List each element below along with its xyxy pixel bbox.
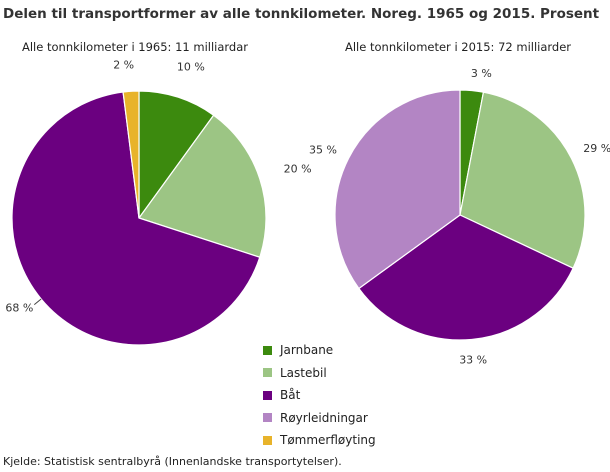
pie-1965-label-lastebil: 20 % <box>284 163 312 176</box>
pie-2015-label-røyrleidningar: 35 % <box>309 143 337 156</box>
legend-swatch <box>263 345 272 355</box>
legend: Jarnbane Lastebil Båt Røyrleidningar Tømmerf… <box>263 339 376 452</box>
pie-2015-label-båt: 33 % <box>459 353 487 366</box>
legend-label: Røyrleidningar <box>280 410 368 425</box>
pie-1965-label-båt: 68 % <box>5 302 33 315</box>
pie-1965-slice-jarnbane <box>138 90 215 220</box>
legend-item-lastebil: Lastebil <box>263 362 376 385</box>
legend-item-tømmerfløyting: Tømmerfløyting <box>263 429 376 452</box>
pie-1965-leader-line <box>33 298 42 306</box>
legend-label: Jarnbane <box>280 343 334 358</box>
legend-item-jarnbane: Jarnbane <box>263 339 376 362</box>
pie-1965-subtitle: Alle tonnkilometer i 1965: 11 milliardar <box>22 40 249 54</box>
legend-label: Tømmerfløyting <box>280 433 376 448</box>
pie-1965-slice-lastebil <box>138 114 267 259</box>
legend-label: Båt <box>280 388 301 403</box>
legend-swatch <box>263 390 272 400</box>
pie-1965-slice-tømmerfløyting <box>122 90 140 219</box>
pie-2015-label-lastebil: 29 % <box>583 142 610 155</box>
legend-item-båt: Båt <box>263 384 376 407</box>
pie-2015-label-jarnbane: 3 % <box>471 67 492 80</box>
pie-2015-subtitle: Alle tonnkilometer i 2015: 72 milliarder <box>345 40 572 54</box>
source-note: Kjelde: Statistisk sentralbyrå (Innenlan… <box>3 455 342 468</box>
legend-item-røyrleidningar: Røyrleidningar <box>263 407 376 430</box>
legend-label: Lastebil <box>280 365 327 380</box>
legend-swatch <box>263 435 272 445</box>
legend-swatch <box>263 368 272 378</box>
legend-swatch <box>263 413 272 423</box>
pie-2015-slice-røyrleidningar <box>334 89 461 290</box>
pie-2015-slice-båt <box>358 214 574 341</box>
pie-1965-label-tømmerfløyting: 2 % <box>113 59 134 72</box>
pie-2015-slice-lastebil <box>459 91 586 270</box>
pie-1965-label-jarnbane: 10 % <box>177 61 205 74</box>
chart-title: Delen til transportformer av alle tonnki… <box>3 6 600 22</box>
